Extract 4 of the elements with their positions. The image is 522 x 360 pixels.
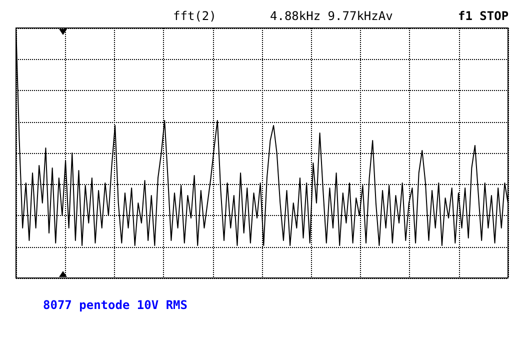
text: 8077 pentode 10V RMS	[43, 298, 188, 312]
text: 4.88kHz 9.77kHzAv	[270, 9, 393, 23]
text: fft(2)	[173, 9, 216, 23]
text: f1 STOP	[458, 9, 509, 23]
